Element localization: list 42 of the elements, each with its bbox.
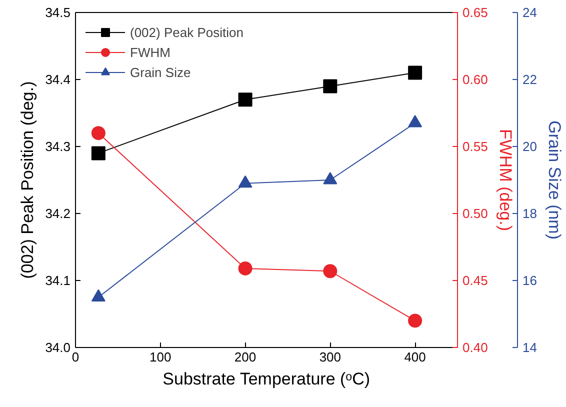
point [408,314,422,328]
legend-label: Grain Size [130,64,191,80]
y-tick-label: 34.1 [45,273,71,288]
y2-axis-title: FWHM (deg.) [496,129,515,231]
y-tick-label: 34.5 [45,5,71,20]
y3-tick-label: 16 [522,273,537,288]
y-tick-label: 34.0 [45,340,71,355]
point [238,261,252,276]
point [323,264,338,278]
y-axis-title: (002) Peak Position (deg.) [18,81,38,279]
y2-tick-label: 0.55 [462,139,488,154]
x-tick-label: 200 [234,350,256,364]
y-tick-label: 34.2 [45,206,71,221]
x-tick-label: 0 [72,350,80,364]
y-tick-label: 34.3 [45,139,71,154]
x-axis-title: Substrate Temperature (ᵒC) [162,370,370,388]
y2-tick-label: 0.45 [462,273,488,288]
y-tick-label: 34.4 [45,72,71,87]
y3-tick-label: 18 [522,206,537,221]
x-tick-label: 100 [150,350,172,364]
point [408,115,422,128]
point [91,289,106,302]
point [323,172,338,184]
y2-tick-label: 0.40 [462,340,488,355]
y2-tick-label: 0.60 [462,72,488,87]
y2-tick-label: 0.50 [462,206,488,221]
legend-label: (002) Peak Position [130,24,244,40]
point [91,146,106,160]
x-tick-label: 300 [319,350,342,364]
point [238,92,252,107]
point [323,79,338,94]
y2-tick-label: 0.65 [462,5,488,20]
point [408,66,422,80]
point [238,175,252,188]
y3-tick-label: 24 [522,5,537,20]
legend-label: FWHM [130,44,170,60]
y3-tick-label: 20 [522,139,537,154]
y3-tick-label: 22 [522,72,537,87]
x-tick-label: 400 [404,350,426,364]
y3-axis-title: Grain Size (nm) [544,120,564,240]
point [91,126,106,140]
y3-tick-label: 14 [522,340,537,355]
